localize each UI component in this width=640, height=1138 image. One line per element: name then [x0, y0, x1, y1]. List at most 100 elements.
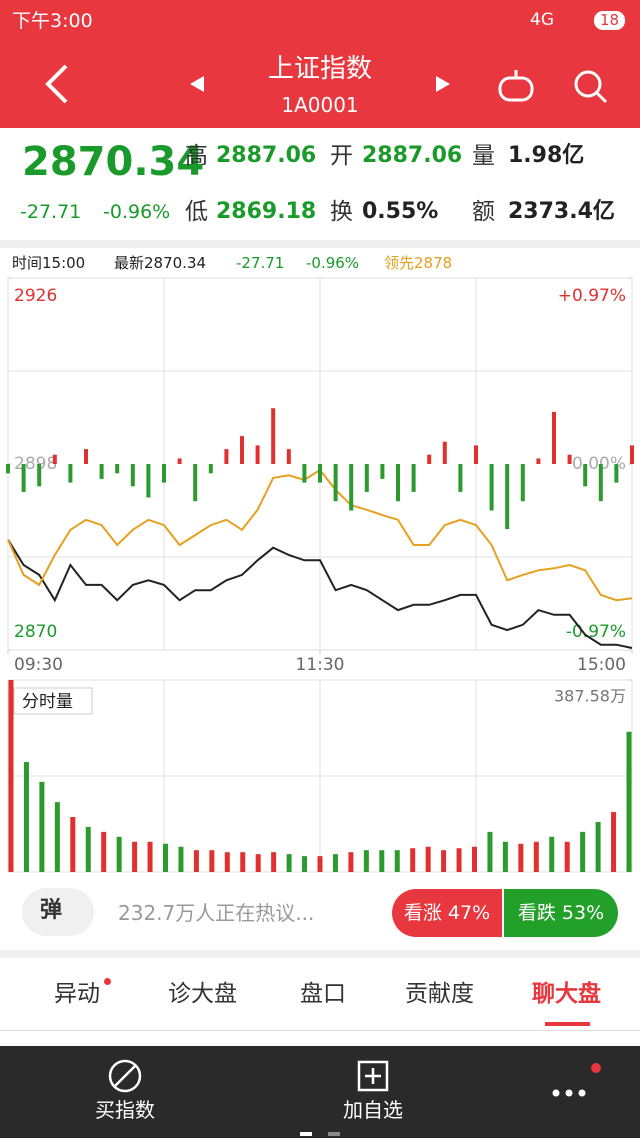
robot-button[interactable] [498, 70, 534, 102]
volume-bar [549, 836, 555, 872]
tab[interactable]: 盘口 [300, 981, 346, 1007]
tab-underline [545, 1022, 590, 1026]
strength-bar [614, 464, 619, 483]
bull-button[interactable]: 看涨 47% [392, 889, 502, 937]
badge: 弹 [40, 898, 63, 923]
x-tick-label: 11:30 [296, 655, 345, 675]
volume-bar [132, 841, 138, 872]
more-button[interactable] [552, 1089, 586, 1097]
divider [0, 950, 640, 958]
strength-bar [536, 458, 541, 464]
battery: 18 [594, 11, 626, 30]
strength-bar [286, 449, 291, 464]
volume-bar [611, 812, 617, 872]
strength-bar [333, 464, 338, 502]
volume-bar [255, 854, 261, 872]
strength-bar [130, 464, 135, 487]
header-code: 1A0001 [281, 93, 359, 117]
divider [0, 1030, 640, 1031]
add-icon [365, 1068, 381, 1084]
status-time: 下午3:00 [12, 10, 93, 32]
stat-value: 2373.4亿 [508, 199, 615, 224]
strength-bar [177, 458, 182, 464]
stat-label: 开 [330, 143, 353, 169]
plot-grid [7, 277, 633, 873]
back-button[interactable] [45, 64, 68, 104]
volume-bar [394, 850, 400, 872]
strength-bar [255, 445, 260, 464]
stat-value: 2887.06 [216, 143, 317, 168]
strength-bar [302, 464, 307, 483]
info-leader: 领先2878 [384, 254, 453, 272]
stat-label: 高 [185, 143, 208, 169]
volume-bar [85, 826, 91, 872]
strength-bar [68, 464, 73, 483]
prev-button[interactable] [190, 76, 204, 92]
tab[interactable]: 诊大盘 [168, 981, 237, 1007]
strength-bar [630, 445, 634, 464]
strength-bar [208, 464, 213, 474]
x-tick-label: 09:30 [14, 655, 63, 675]
strength-bar [99, 464, 104, 479]
volume-bar [348, 852, 354, 872]
volume-bar [317, 856, 323, 872]
price-line [7, 539, 633, 649]
tab[interactable]: 聊大盘 [532, 981, 601, 1007]
strength-bar [364, 464, 369, 492]
stat-value: 2869.18 [216, 199, 317, 224]
search-button[interactable] [574, 70, 608, 104]
bear-button[interactable]: 看跌 53% [504, 889, 618, 937]
volume-bar [101, 831, 107, 872]
strength-bar [583, 464, 588, 487]
page-indicator [300, 1132, 312, 1136]
volume-title-box [13, 687, 93, 715]
strength-bar [6, 464, 10, 474]
volume-bar [193, 850, 199, 872]
volume-bar [533, 841, 539, 872]
strength-bar [84, 449, 88, 464]
strength-bar [552, 411, 556, 464]
strength-bar [37, 464, 42, 487]
strength-bar [240, 436, 244, 464]
next-button[interactable] [436, 76, 450, 92]
divider [0, 240, 640, 248]
info-latest: 最新2870.34 [114, 254, 207, 272]
strength-bar [505, 464, 510, 530]
more-dot [591, 1063, 601, 1073]
strength-bar [224, 449, 229, 464]
stat-label: 换 [330, 199, 353, 225]
strength-bar [349, 464, 354, 511]
volume-bar [379, 850, 385, 872]
volume-bar [286, 854, 292, 872]
tab[interactable]: 贡献度 [405, 981, 474, 1007]
strength-bar [520, 464, 525, 502]
network: 4G [530, 10, 554, 30]
volume-bar [8, 680, 14, 872]
strength-bar [489, 464, 494, 511]
nav-item[interactable]: 买指数 [95, 1098, 155, 1122]
volume-bar [163, 843, 168, 872]
strength-bar [146, 464, 151, 498]
volume-bar [302, 856, 308, 872]
stat-label: 量 [472, 143, 495, 169]
strength-bar [52, 454, 57, 464]
strength-bar [115, 464, 120, 474]
volume-bar [39, 781, 45, 872]
strength-bar [458, 464, 463, 492]
strength-bar [318, 464, 322, 483]
volume-bar [580, 831, 586, 872]
change: -27.71 [20, 201, 82, 223]
stat-value: 2887.06 [362, 143, 463, 168]
y2-tick-label: +0.97% [558, 286, 626, 306]
volume-title: 分时量 [22, 692, 73, 712]
info-time: 时间15:00 [12, 254, 86, 272]
stat-value: 0.55% [362, 199, 439, 224]
volume-bar [595, 821, 601, 872]
info-change: -27.71 [236, 254, 285, 272]
volume-bar [564, 841, 570, 872]
strength-bar [162, 464, 166, 483]
nav-item[interactable]: 加自选 [343, 1098, 403, 1122]
add-icon [357, 1060, 389, 1092]
tab[interactable]: 异动 [54, 981, 100, 1007]
volume-bar [410, 848, 416, 872]
